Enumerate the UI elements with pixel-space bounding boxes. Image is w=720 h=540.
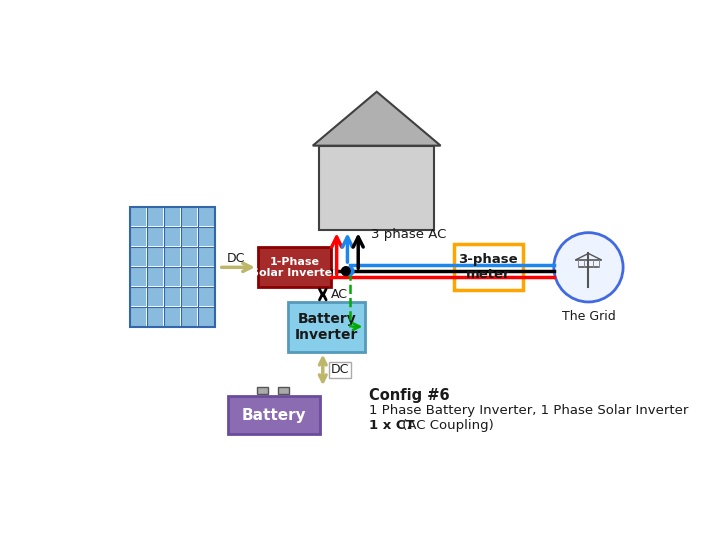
Text: 1 x CT: 1 x CT bbox=[369, 419, 415, 432]
Circle shape bbox=[342, 267, 350, 275]
Text: AC: AC bbox=[330, 288, 348, 301]
Bar bbox=[199, 248, 215, 266]
Bar bbox=[182, 268, 197, 286]
Text: 3 phase AC: 3 phase AC bbox=[371, 228, 446, 241]
Bar bbox=[165, 208, 180, 226]
Bar bbox=[257, 387, 268, 394]
Bar bbox=[148, 288, 163, 306]
Circle shape bbox=[346, 267, 354, 275]
Bar bbox=[148, 208, 163, 226]
Bar bbox=[278, 387, 289, 394]
Bar bbox=[182, 307, 197, 326]
Bar bbox=[288, 301, 365, 352]
Bar bbox=[148, 248, 163, 266]
Bar bbox=[182, 228, 197, 246]
Text: DC: DC bbox=[228, 252, 246, 265]
Bar bbox=[165, 307, 180, 326]
Bar bbox=[182, 248, 197, 266]
Circle shape bbox=[554, 233, 623, 302]
Text: (AC Coupling): (AC Coupling) bbox=[398, 419, 494, 432]
Bar bbox=[319, 146, 434, 231]
Bar bbox=[228, 396, 320, 434]
Bar bbox=[199, 288, 215, 306]
Text: Battery
Inverter: Battery Inverter bbox=[295, 312, 359, 342]
Bar bbox=[131, 307, 146, 326]
Bar bbox=[199, 307, 215, 326]
Text: 3-phase
meter: 3-phase meter bbox=[459, 253, 518, 281]
Bar bbox=[165, 288, 180, 306]
Bar bbox=[165, 228, 180, 246]
Bar bbox=[148, 228, 163, 246]
Bar bbox=[182, 288, 197, 306]
Bar bbox=[258, 247, 331, 287]
Text: 1-Phase
Solar Inverter: 1-Phase Solar Inverter bbox=[251, 256, 338, 278]
Bar bbox=[131, 268, 146, 286]
Text: Config #6: Config #6 bbox=[369, 388, 449, 403]
Bar bbox=[130, 207, 215, 327]
Bar bbox=[165, 248, 180, 266]
Text: The Grid: The Grid bbox=[562, 309, 616, 323]
Bar bbox=[199, 268, 215, 286]
Bar bbox=[148, 307, 163, 326]
Bar bbox=[131, 228, 146, 246]
Bar bbox=[182, 208, 197, 226]
Bar bbox=[165, 268, 180, 286]
Bar bbox=[148, 268, 163, 286]
Text: Battery: Battery bbox=[242, 408, 307, 423]
Bar bbox=[199, 208, 215, 226]
Bar bbox=[454, 244, 523, 291]
FancyBboxPatch shape bbox=[329, 362, 351, 377]
Bar bbox=[131, 248, 146, 266]
Text: 1 Phase Battery Inverter, 1 Phase Solar Inverter: 1 Phase Battery Inverter, 1 Phase Solar … bbox=[369, 403, 688, 416]
Bar bbox=[131, 208, 146, 226]
Polygon shape bbox=[312, 92, 441, 146]
Bar bbox=[131, 288, 146, 306]
Bar bbox=[199, 228, 215, 246]
Circle shape bbox=[342, 267, 350, 275]
Text: DC: DC bbox=[330, 363, 349, 376]
